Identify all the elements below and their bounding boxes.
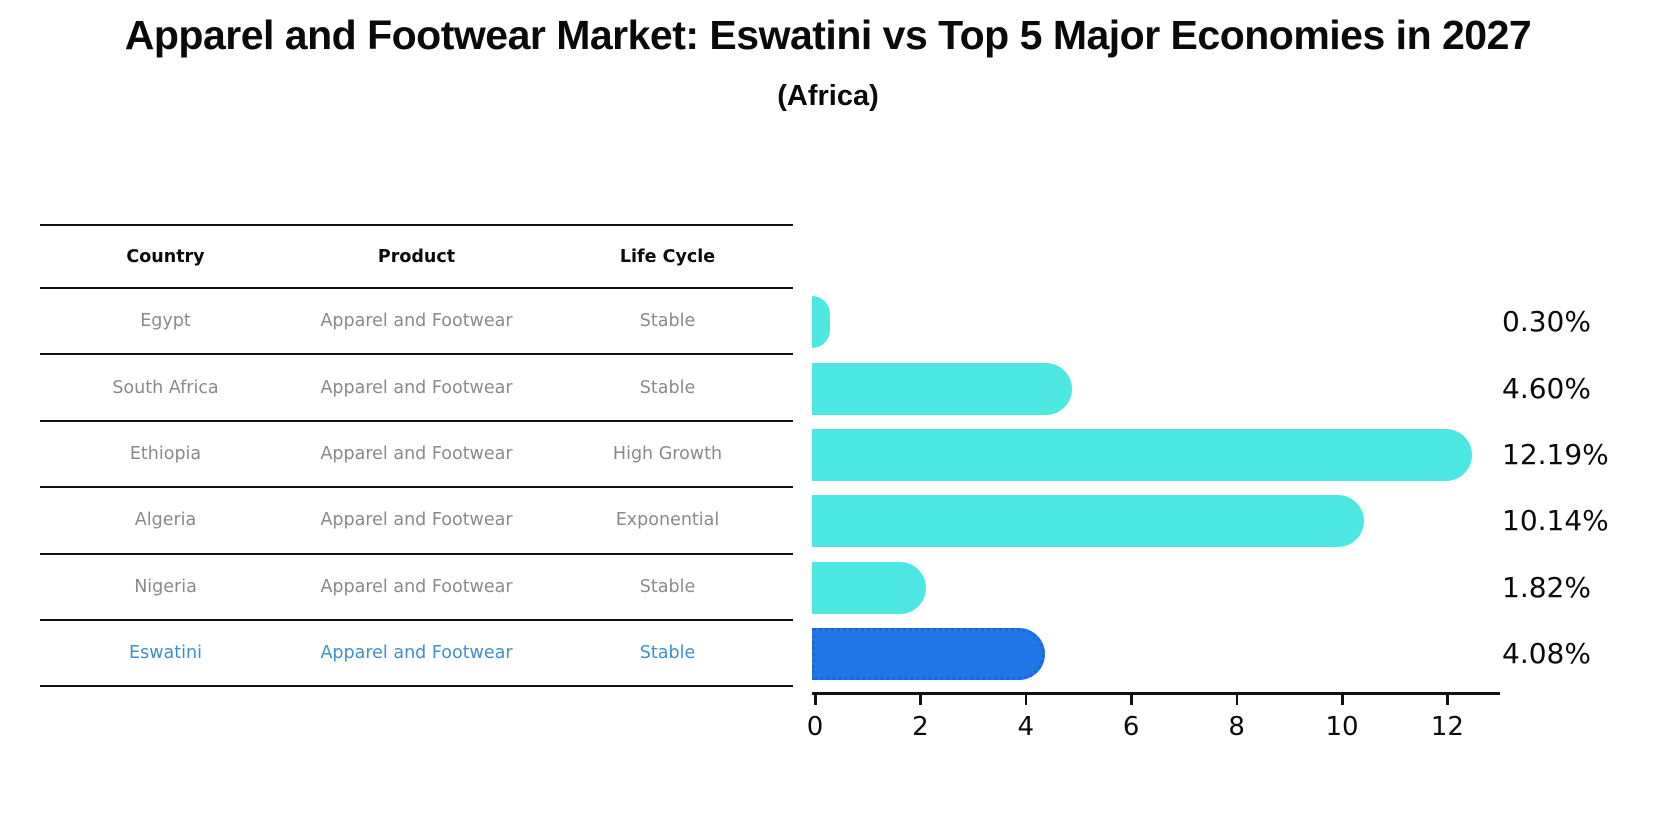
cell-country: Ethiopia [129, 443, 202, 464]
x-tick-label-4: 4 [1017, 712, 1035, 742]
x-axis-line [812, 692, 1500, 695]
cell-product: Apparel and Footwear [320, 443, 513, 464]
bar-nigeria [812, 561, 926, 614]
x-tick-label-8: 8 [1228, 712, 1245, 742]
x-tick-mark-4 [1024, 695, 1028, 705]
cell-product: Apparel and Footwear [320, 643, 513, 664]
column-header-country: Country [126, 246, 205, 267]
table-header-row: Country Product Life Cycle [40, 224, 793, 289]
table-row-south-africa: South Africa Apparel and Footwear Stable [40, 355, 793, 422]
table-row-eswatini: Eswatini Apparel and Footwear Stable [40, 621, 793, 688]
value-label-eswatini: 4.08% [1502, 637, 1591, 671]
cell-product: Apparel and Footwear [320, 510, 513, 531]
x-tick-label-0: 0 [806, 712, 824, 742]
x-tick-mark-6 [1130, 695, 1133, 705]
value-label-south-africa: 4.60% [1502, 371, 1591, 405]
chart-title: Apparel and Footwear Market: Eswatini vs… [124, 12, 1532, 58]
bar-eswatini [812, 628, 1045, 681]
value-label-algeria: 10.14% [1502, 504, 1609, 538]
table-row-algeria: Algeria Apparel and Footwear Exponential [40, 488, 793, 555]
cell-country: South Africa [112, 377, 219, 398]
x-tick-mark-10 [1341, 695, 1344, 705]
bar-ethiopia [812, 429, 1472, 481]
cell-product: Apparel and Footwear [320, 377, 513, 398]
x-tick-mark-12 [1446, 695, 1449, 705]
column-header-product: Product [377, 246, 456, 267]
bar-algeria [812, 495, 1364, 548]
cell-country: Egypt [140, 311, 191, 332]
x-tick-label-10: 10 [1325, 712, 1359, 742]
cell-life-cycle: Stable [639, 643, 696, 664]
table-body: Egypt Apparel and Footwear Stable South Afr… [40, 289, 793, 688]
cell-life-cycle: Stable [639, 377, 696, 398]
x-tick-label-12: 12 [1430, 712, 1464, 742]
cell-product: Apparel and Footwear [320, 311, 513, 332]
cell-country: Algeria [134, 510, 197, 531]
value-label-ethiopia: 12.19% [1502, 438, 1609, 471]
cell-life-cycle: Stable [639, 311, 696, 332]
table-row-nigeria: Nigeria Apparel and Footwear Stable [40, 555, 793, 621]
table-row-ethiopia: Ethiopia Apparel and Footwear High Growth [40, 422, 793, 489]
column-header-life-cycle: Life Cycle [619, 246, 716, 267]
x-tick-mark-8 [1235, 695, 1239, 705]
comparison-table: Country Product Life Cycle Egypt Apparel an… [40, 224, 793, 688]
cell-life-cycle: Stable [639, 576, 696, 597]
value-label-egypt: 0.30% [1502, 305, 1591, 339]
table-row-egypt: Egypt Apparel and Footwear Stable [40, 289, 793, 356]
bar-egypt [812, 296, 830, 349]
cell-product: Apparel and Footwear [320, 576, 513, 597]
x-tick-label-2: 2 [912, 712, 929, 742]
cell-country: Nigeria [134, 576, 197, 597]
bar-south-africa [812, 362, 1072, 415]
cell-life-cycle: High Growth [612, 443, 723, 464]
cell-country: Eswatini [129, 643, 202, 664]
x-tick-mark-0 [814, 695, 817, 705]
x-tick-mark-2 [919, 695, 922, 705]
cell-life-cycle: Exponential [615, 510, 720, 531]
value-label-nigeria: 1.82% [1502, 570, 1591, 604]
chart-subtitle: (Africa) [777, 80, 879, 112]
x-tick-label-6: 6 [1122, 712, 1140, 742]
